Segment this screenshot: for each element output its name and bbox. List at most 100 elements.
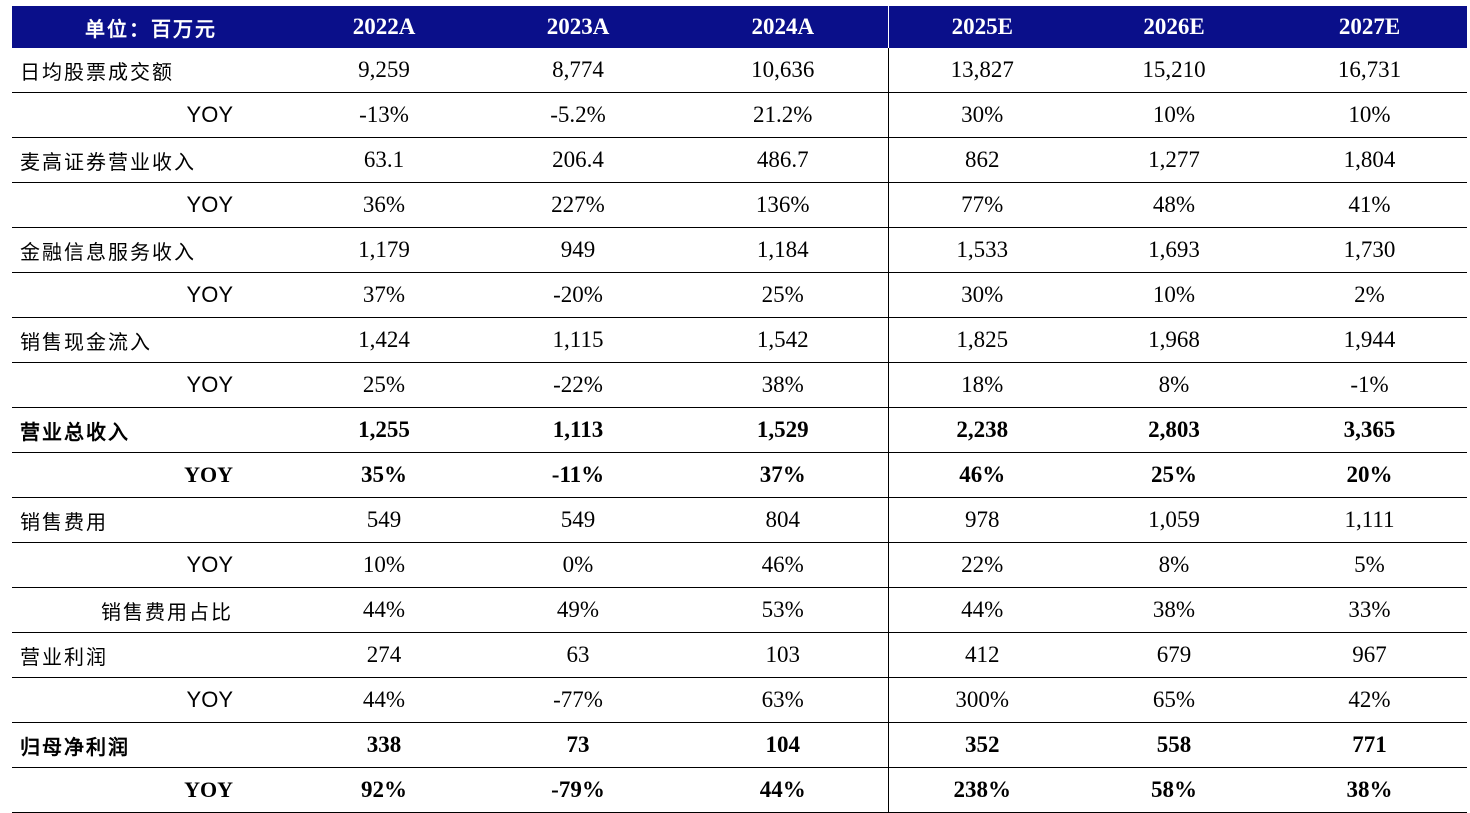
value-cell: 44% (887, 587, 1076, 633)
value-cell: 274 (290, 632, 478, 678)
table-row: YOY 44% -77% 63% 300% 65% 42% (12, 677, 1467, 723)
value-cell: 92% (290, 767, 478, 813)
value-cell: 104 (678, 722, 888, 768)
value-cell: 10,636 (678, 48, 888, 93)
value-cell: 15,210 (1076, 48, 1272, 93)
value-cell: 679 (1076, 632, 1272, 678)
row-label: YOY (12, 677, 290, 723)
value-cell: 1,111 (1272, 497, 1467, 543)
value-cell: -22% (478, 362, 678, 408)
value-cell: 8% (1076, 542, 1272, 588)
row-label: YOY (12, 362, 290, 408)
value-cell: 37% (678, 452, 888, 498)
value-cell: 22% (887, 542, 1076, 588)
value-cell: 35% (290, 452, 478, 498)
table-row: 金融信息服务收入 1,179 949 1,184 1,533 1,693 1,730 (12, 227, 1467, 273)
value-cell: 1,730 (1272, 227, 1467, 273)
value-cell: 338 (290, 722, 478, 768)
value-cell: 63.1 (290, 137, 478, 183)
value-cell: 1,804 (1272, 137, 1467, 183)
value-cell: 25% (290, 362, 478, 408)
row-label: YOY (12, 92, 290, 138)
value-cell: 549 (478, 497, 678, 543)
value-cell: 1,277 (1076, 137, 1272, 183)
value-cell: 38% (1076, 587, 1272, 633)
value-cell: 63% (678, 677, 888, 723)
header-row: 单位：百万元 2022A 2023A 2024A 2025E 2026E 202… (12, 6, 1467, 48)
value-cell: 18% (887, 362, 1076, 408)
value-cell: 862 (887, 137, 1076, 183)
table-row: 销售费用占比 44% 49% 53% 44% 38% 33% (12, 587, 1467, 633)
table-row: YOY 35% -11% 37% 46% 25% 20% (12, 452, 1467, 498)
row-label: 销售现金流入 (12, 317, 290, 363)
value-cell: 804 (678, 497, 888, 543)
row-label: YOY (12, 272, 290, 318)
value-cell: 30% (887, 92, 1076, 138)
table-row: 营业利润 274 63 103 412 679 967 (12, 632, 1467, 678)
table-row: 销售费用 549 549 804 978 1,059 1,111 (12, 497, 1467, 543)
value-cell: 227% (478, 182, 678, 228)
value-cell: 46% (678, 542, 888, 588)
value-cell: 46% (887, 452, 1076, 498)
row-label: YOY (12, 452, 290, 498)
value-cell: 41% (1272, 182, 1467, 228)
value-cell: 1,529 (678, 407, 888, 453)
value-cell: 1,179 (290, 227, 478, 273)
value-cell: 20% (1272, 452, 1467, 498)
value-cell: 8% (1076, 362, 1272, 408)
value-cell: 136% (678, 182, 888, 228)
value-cell: 1,825 (887, 317, 1076, 363)
value-cell: 38% (1272, 767, 1467, 813)
value-cell: 38% (678, 362, 888, 408)
value-cell: 21.2% (678, 92, 888, 138)
value-cell: 549 (290, 497, 478, 543)
row-label: 销售费用占比 (12, 587, 290, 633)
value-cell: 1,424 (290, 317, 478, 363)
row-label: 营业利润 (12, 632, 290, 678)
row-label: YOY (12, 182, 290, 228)
value-cell: 1,944 (1272, 317, 1467, 363)
value-cell: 1,255 (290, 407, 478, 453)
value-cell: 44% (290, 587, 478, 633)
value-cell: 8,774 (478, 48, 678, 93)
value-cell: 10% (1076, 272, 1272, 318)
value-cell: 30% (887, 272, 1076, 318)
value-cell: 1,533 (887, 227, 1076, 273)
value-cell: 37% (290, 272, 478, 318)
value-cell: 1,113 (478, 407, 678, 453)
value-cell: 1,115 (478, 317, 678, 363)
value-cell: 2,803 (1076, 407, 1272, 453)
value-cell: 49% (478, 587, 678, 633)
value-cell: 44% (678, 767, 888, 813)
value-cell: 238% (887, 767, 1076, 813)
row-label: 日均股票成交额 (12, 48, 290, 93)
value-cell: -20% (478, 272, 678, 318)
value-cell: 73 (478, 722, 678, 768)
table-row: 归母净利润 338 73 104 352 558 771 (12, 722, 1467, 768)
value-cell: 1,184 (678, 227, 888, 273)
value-cell: 5% (1272, 542, 1467, 588)
value-cell: 10% (1076, 92, 1272, 138)
table-row: 营业总收入 1,255 1,113 1,529 2,238 2,803 3,365 (12, 407, 1467, 453)
value-cell: 1,693 (1076, 227, 1272, 273)
value-cell: 103 (678, 632, 888, 678)
value-cell: 771 (1272, 722, 1467, 768)
row-label: 金融信息服务收入 (12, 227, 290, 273)
value-cell: 1,542 (678, 317, 888, 363)
value-cell: 352 (887, 722, 1076, 768)
table-row: 销售现金流入 1,424 1,115 1,542 1,825 1,968 1,944 (12, 317, 1467, 363)
value-cell: 13,827 (887, 48, 1076, 93)
year-header: 2023A (478, 6, 678, 48)
value-cell: -13% (290, 92, 478, 138)
value-cell: -11% (478, 452, 678, 498)
year-header: 2027E (1272, 6, 1467, 48)
value-cell: 10% (290, 542, 478, 588)
table-row: YOY 25% -22% 38% 18% 8% -1% (12, 362, 1467, 408)
row-label: 营业总收入 (12, 407, 290, 453)
year-header: 2024A (678, 6, 888, 48)
value-cell: 42% (1272, 677, 1467, 723)
year-header: 2026E (1076, 6, 1272, 48)
value-cell: -5.2% (478, 92, 678, 138)
value-cell: 2,238 (887, 407, 1076, 453)
value-cell: 949 (478, 227, 678, 273)
